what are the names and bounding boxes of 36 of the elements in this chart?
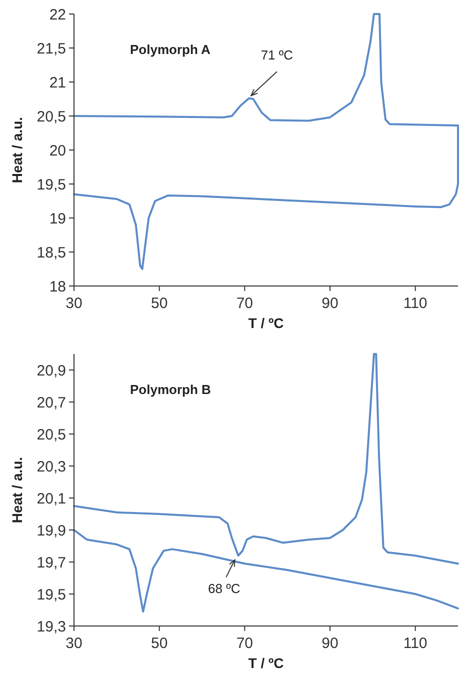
y-tick-label: 19,3 — [36, 618, 66, 636]
x-tick-label: 90 — [322, 295, 338, 312]
text: Polymorph B — [130, 382, 211, 397]
y-tick-label: 20,5 — [36, 108, 66, 126]
y-tick-label: 19,7 — [36, 554, 66, 572]
y-tick-label: 20,3 — [36, 458, 66, 476]
x-tick-label: 50 — [150, 635, 168, 652]
y-tick-label: 19,9 — [36, 522, 66, 540]
x-tick-label: 30 — [66, 635, 82, 652]
text: Polymorph A — [130, 42, 212, 57]
x-axis-title: T / ºC — [248, 655, 284, 671]
y-tick-label: 20,9 — [36, 362, 66, 380]
x-axis-title: T / ºC — [248, 315, 284, 331]
x-tick-label: 30 — [66, 295, 82, 312]
y-tick-label: 22 — [49, 6, 66, 24]
y-tick-label: 20,1 — [36, 490, 66, 508]
y-tick-label: 21,5 — [36, 40, 66, 58]
y-tick-label: 19 — [49, 210, 66, 228]
x-tick-label: 110 — [403, 635, 428, 652]
y-tick-label: 18,5 — [36, 244, 66, 262]
x-tick-label: 110 — [403, 295, 428, 312]
x-tick-label: 70 — [236, 295, 254, 312]
y-tick-label: 18 — [49, 278, 66, 296]
x-tick-label: 70 — [236, 635, 254, 652]
y-tick-label: 20 — [49, 142, 66, 160]
x-tick-label: 90 — [322, 635, 338, 652]
y-tick-label: 19,5 — [36, 176, 66, 194]
y-tick-label: 21 — [49, 74, 66, 92]
x-tick-label: 50 — [150, 295, 168, 312]
y-tick-label: 20,5 — [36, 426, 66, 444]
y-axis-title: Heat / a.u. — [9, 116, 25, 184]
y-tick-label: 19,5 — [36, 586, 66, 604]
annotation: 71 ºC — [260, 48, 294, 63]
y-tick-label: 20,7 — [36, 394, 66, 412]
annotation: 68 ºC — [208, 581, 240, 596]
y-axis-title: Heat / a.u. — [9, 456, 25, 524]
